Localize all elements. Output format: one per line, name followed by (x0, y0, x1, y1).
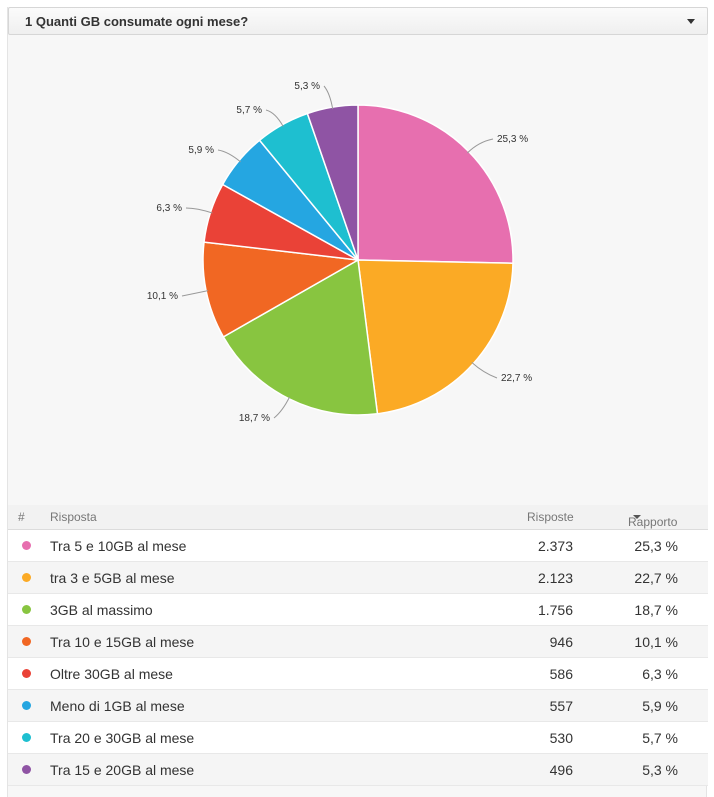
pie-data-label: 5,7 % (236, 105, 262, 116)
ratio-cell: 5,9 % (642, 698, 678, 714)
pie-slice[interactable] (357, 259, 514, 415)
sort-descending-icon[interactable] (633, 515, 641, 519)
question-card: 1 Quanti GB consumate ogni mese? 25,3 % 2… (7, 7, 708, 797)
pie-chart-area: 25,3 % 22,7 % 18,7 % 10,1 % 6,3 % 5,9 % 5,7 % 5… (8, 35, 708, 505)
ratio-cell: 25,3 % (634, 538, 678, 554)
pie-leader-line (273, 396, 291, 419)
legend-dot-icon (22, 669, 31, 678)
legend-dot-icon (22, 765, 31, 774)
ratio-cell: 5,3 % (642, 762, 678, 778)
legend-dot-icon (22, 701, 31, 710)
count-cell: 946 (549, 634, 573, 650)
legend-dot-icon (22, 637, 31, 646)
question-title: 1 Quanti GB consumate ogni mese? (25, 14, 249, 29)
answer-cell: Tra 20 e 30GB al mese (50, 730, 195, 746)
pie-data-label: 10,1 % (147, 291, 178, 302)
question-header[interactable]: 1 Quanti GB consumate ogni mese? (8, 7, 708, 35)
table-row: Meno di 1GB al mese 557 5,9 % (8, 690, 708, 722)
pie-leader-line (323, 85, 334, 110)
answer-cell: Meno di 1GB al mese (50, 698, 185, 714)
table-row: Tra 10 e 15GB al mese 946 10,1 % (8, 626, 708, 658)
table-row: Tra 20 e 30GB al mese 530 5,7 % (8, 722, 708, 754)
pie-chart: 25,3 % 22,7 % 18,7 % 10,1 % 6,3 % 5,9 % 5,7 % 5… (147, 81, 532, 424)
legend-dot-icon (22, 573, 31, 582)
answer-cell: Tra 10 e 15GB al mese (50, 634, 195, 650)
legend-dot-icon (22, 605, 31, 614)
answer-cell: Oltre 30GB al mese (50, 666, 173, 682)
pie-leader-line (185, 207, 213, 214)
pie-slice[interactable] (357, 104, 514, 265)
answer-cell: Tra 5 e 10GB al mese (50, 538, 187, 554)
legend-dot-icon (22, 541, 31, 550)
table-row: Oltre 30GB al mese 586 6,3 % (8, 658, 708, 690)
pie-leader-line (471, 362, 498, 379)
table-row: Tra 15 e 20GB al mese 496 5,3 % (8, 754, 708, 786)
column-header-count[interactable]: Risposte (527, 510, 574, 524)
pie-data-label: 5,9 % (188, 145, 214, 156)
ratio-cell: 5,7 % (642, 730, 678, 746)
pie-data-label: 6,3 % (156, 203, 182, 214)
pie-leader-line (181, 290, 209, 297)
table-body: Tra 5 e 10GB al mese 2.373 25,3 % tra 3 e 5… (8, 530, 708, 786)
count-cell: 2.123 (537, 570, 573, 586)
count-cell: 586 (549, 666, 573, 682)
pie-data-label: 5,3 % (294, 81, 320, 92)
table-row: tra 3 e 5GB al mese 2.123 22,7 % (8, 562, 708, 594)
ratio-cell: 6,3 % (642, 666, 678, 682)
ratio-cell: 22,7 % (634, 570, 678, 586)
count-cell: 530 (549, 730, 573, 746)
count-cell: 1.756 (537, 602, 573, 618)
column-header-answer[interactable]: Risposta (50, 510, 97, 524)
answer-cell: tra 3 e 5GB al mese (50, 570, 175, 586)
legend-dot-icon (22, 733, 31, 742)
results-table: # Risposta Risposte Rapporto Tra 5 e 10G… (8, 505, 708, 786)
count-cell: 2.373 (537, 538, 573, 554)
pie-data-label: 22,7 % (501, 373, 532, 384)
pie-leader-line (466, 138, 494, 154)
count-cell: 496 (549, 762, 573, 778)
answer-cell: 3GB al massimo (50, 602, 153, 618)
table-header: # Risposta Risposte Rapporto (8, 505, 708, 530)
pie-leader-line (265, 109, 284, 127)
chevron-down-icon[interactable] (687, 19, 695, 24)
table-row: Tra 5 e 10GB al mese 2.373 25,3 % (8, 530, 708, 562)
ratio-cell: 18,7 % (634, 602, 678, 618)
ratio-cell: 10,1 % (634, 634, 678, 650)
count-cell: 557 (549, 698, 573, 714)
answer-cell: Tra 15 e 20GB al mese (50, 762, 195, 778)
pie-data-label: 25,3 % (497, 134, 528, 145)
column-header-hash: # (18, 510, 25, 524)
table-row: 3GB al massimo 1.756 18,7 % (8, 594, 708, 626)
pie-data-label: 18,7 % (239, 413, 270, 424)
pie-leader-line (217, 149, 241, 163)
